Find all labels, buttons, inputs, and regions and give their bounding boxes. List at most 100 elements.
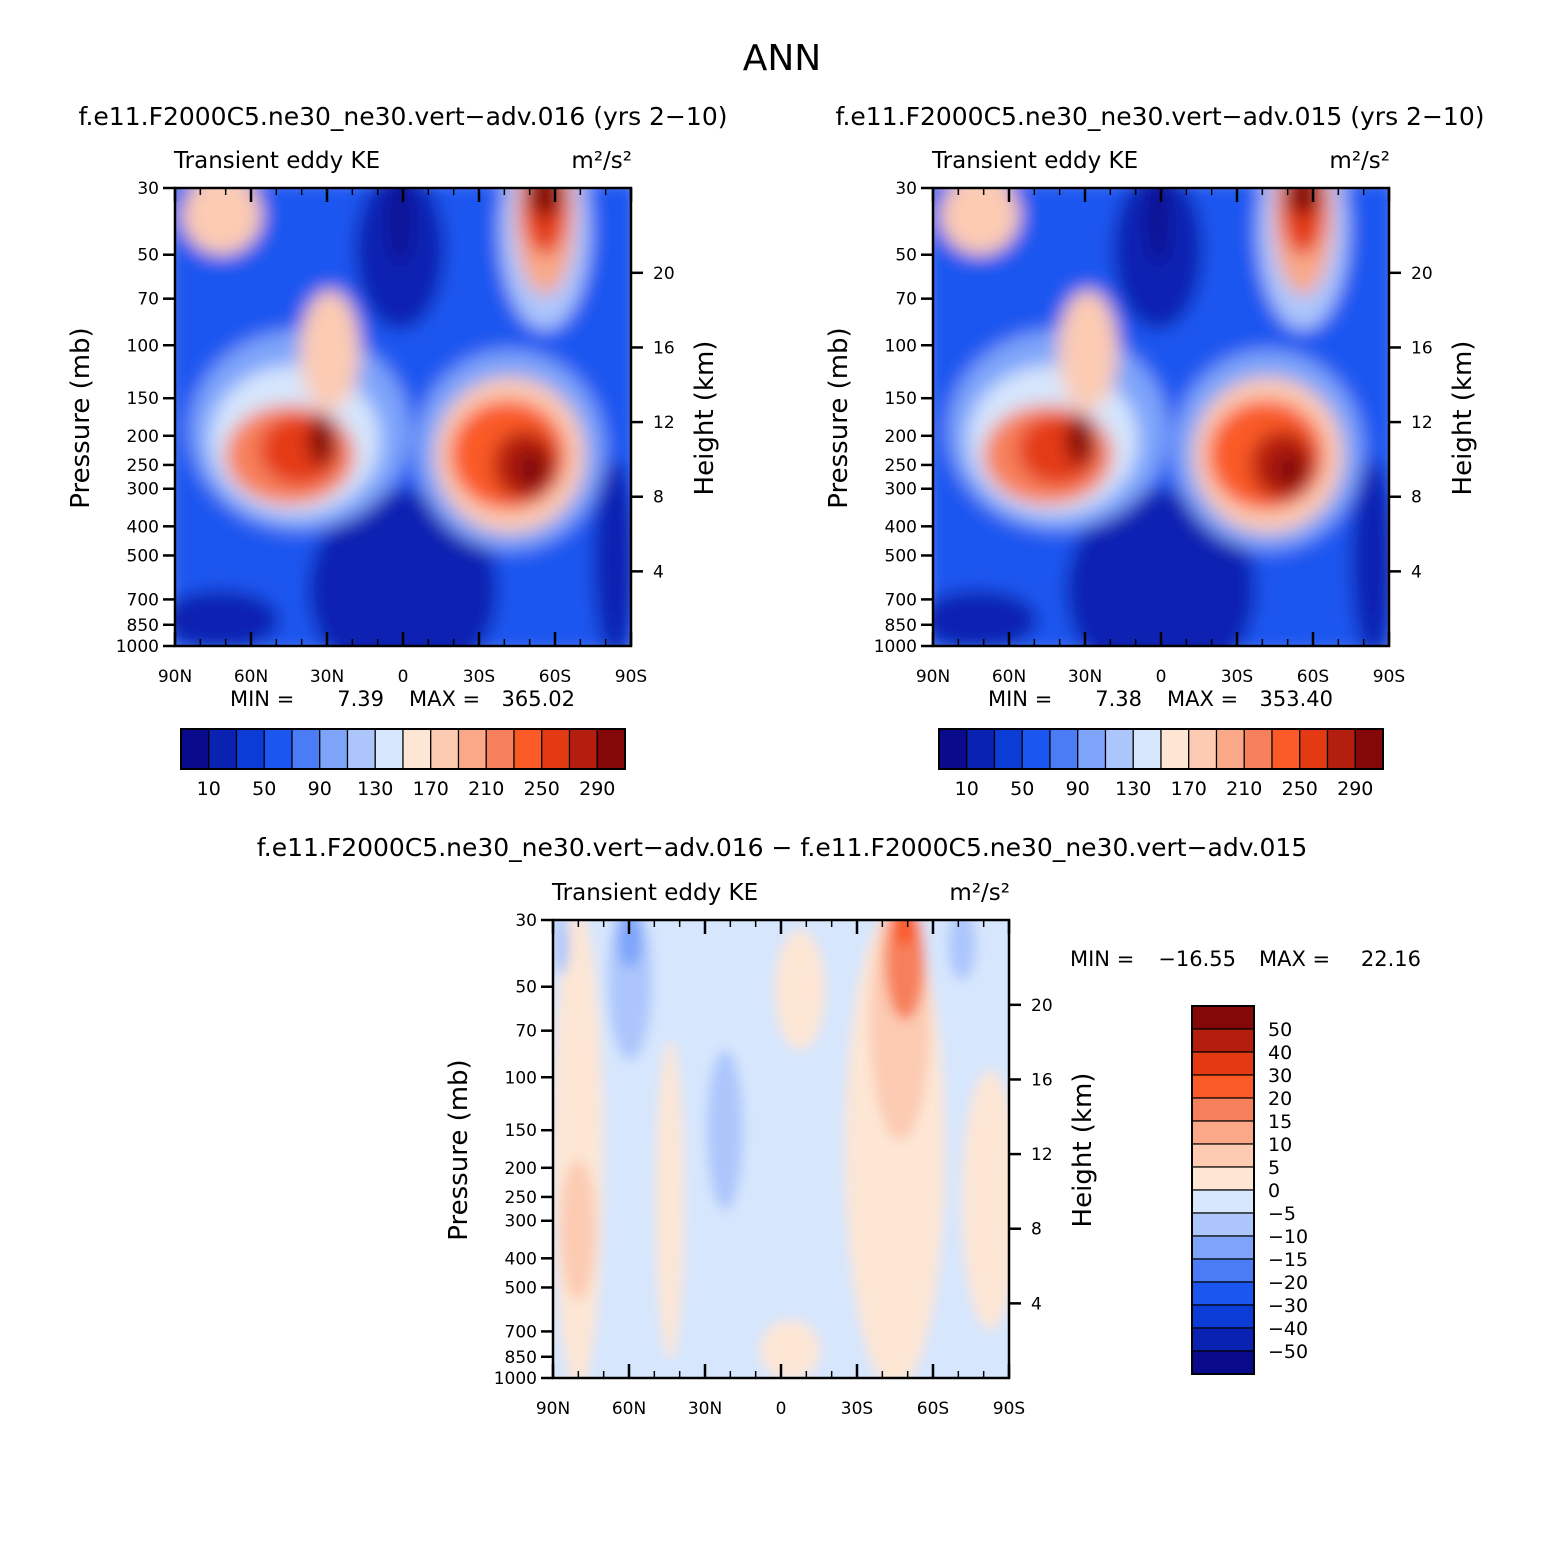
pressure-tick-label: 250 [885,456,917,476]
height-tick-label: 16 [1031,1070,1053,1090]
colorbar-label: 90 [308,778,332,800]
pressure-tick-label: 30 [895,179,917,199]
colorbar-swatch [235,728,265,770]
panel-2-nh-jet-core [1066,414,1094,466]
panel-3-min-value: −16.55 [1158,947,1236,971]
height-tick-label: 8 [1031,1220,1042,1240]
colorbar-label: 250 [1282,778,1318,800]
panel-2-subtitle: Transient eddy KE [931,148,1138,174]
colorbar-label: −40 [1268,1318,1308,1340]
panel-2-max-label: MAX = [1167,687,1238,711]
height-tick-label: 12 [1031,1145,1053,1165]
panel-2-title: f.e11.F2000C5.ne30_ne30.vert−adv.015 (yr… [836,102,1485,131]
colorbar-swatch [1132,728,1162,770]
colorbar-label: −20 [1268,1272,1308,1294]
panel-3-negative-band-4 [553,920,569,975]
pressure-tick-label: 300 [505,1212,537,1232]
panel-3-positive-band-6 [760,1320,820,1378]
pressure-tick-label: 400 [505,1249,537,1269]
panel-2-sh-strat-core [1285,188,1321,215]
panel-1-min-value: 7.39 [337,687,384,711]
colorbar-label: 290 [1337,778,1373,800]
pressure-tick-label: 200 [127,427,159,447]
panel-2: f.e11.F2000C5.ne30_ne30.vert−adv.015 (yr… [824,102,1484,800]
panel-2-sh-jet-core [1275,452,1305,488]
pressure-tick-label: 500 [505,1278,537,1298]
height-tick-label: 20 [653,264,675,284]
pressure-tick-label: 1000 [116,637,159,657]
colorbar-swatch [1191,1350,1255,1375]
pressure-tick-label: 300 [885,480,917,500]
colorbar-swatch [1191,1281,1255,1306]
colorbar-swatch [1354,728,1384,770]
colorbar-swatch [1160,728,1190,770]
colorbar-label: 170 [413,778,449,800]
pressure-tick-label: 50 [515,978,537,998]
colorbar-swatch [1191,1327,1255,1352]
panel-1-minmax: MIN = 7.39 MAX = 365.02 [230,687,575,711]
panel-2-units: m²/s² [1329,148,1390,174]
colorbar-label: 10 [1268,1134,1292,1156]
height-tick-label: 20 [1031,996,1053,1016]
panel-1-ylabel-right: Height (km) [690,341,720,496]
panel-2-sh-polar-low [1351,460,1389,646]
panel-2-nh-jet-ridge [1058,290,1118,410]
colorbar-swatch [1326,728,1356,770]
colorbar-swatch [263,728,293,770]
pressure-tick-label: 150 [127,389,159,409]
colorbar-swatch [1191,1189,1255,1214]
height-tick-label: 12 [653,413,675,433]
colorbar-swatch [291,728,321,770]
height-tick-label: 12 [1411,413,1433,433]
height-tick-label: 16 [1411,338,1433,358]
pressure-tick-label: 200 [885,427,917,447]
panel-2-min-value: 7.38 [1095,687,1142,711]
height-tick-label: 4 [1031,1294,1042,1314]
colorbar-swatch [402,728,432,770]
pressure-tick-label: 700 [505,1322,537,1342]
colorbar-swatch [1191,1097,1255,1122]
panel-3-minmax: MIN = −16.55 MAX = 22.16 [1070,947,1421,971]
colorbar-swatch [1191,1051,1255,1076]
colorbar-swatch [457,728,487,770]
pressure-tick-label: 100 [127,336,159,356]
panel-3-negative-band-2 [707,1050,743,1210]
pressure-tick-label: 500 [127,546,159,566]
colorbar-swatch [1191,1028,1255,1053]
height-tick-label: 8 [653,488,664,508]
panel-1-nh-strat-high [182,188,262,255]
colorbar-label: −10 [1268,1226,1308,1248]
panel-3: f.e11.F2000C5.ne30_ne30.vert−adv.016 − f… [257,833,1421,1419]
pressure-tick-label: 50 [137,246,159,266]
colorbar-swatch [993,728,1023,770]
panel-3-positive-core-4 [895,920,915,946]
colorbar-swatch [596,728,626,770]
panel-3-positive-band-1 [553,920,603,1378]
panel-3-lat-axis: 90N 60N 30N 0 30S 60S 90S [536,920,1025,1419]
pressure-tick-label: 200 [505,1159,537,1179]
pressure-tick-label: 100 [885,336,917,356]
lat-tick-label: 90S [993,1399,1025,1419]
panel-1-colorbar: 10 50 90 130 170 210 250 290 [180,728,626,800]
panel-1-ylabel: Pressure (mb) [66,327,96,508]
pressure-tick-label: 70 [137,290,159,310]
pressure-tick-label: 30 [515,911,537,931]
lat-tick-label: 30S [1221,667,1253,687]
colorbar-swatch [180,728,210,770]
panel-3-height-axis: 20 16 12 8 4 [1009,996,1053,1314]
colorbar-label: 130 [1115,778,1151,800]
panel-2-max-value: 353.40 [1260,687,1333,711]
pressure-tick-label: 700 [885,590,917,610]
height-tick-label: 16 [653,338,675,358]
colorbar-swatch [208,728,238,770]
panel-3-positive-band-5 [962,1070,1009,1330]
colorbar-swatch [1188,728,1218,770]
pressure-tick-label: 300 [127,480,159,500]
pressure-tick-label: 30 [137,179,159,199]
colorbar-swatch [1191,1005,1255,1030]
colorbar-label: −15 [1268,1249,1308,1271]
panel-3-negative-band-3 [948,920,976,980]
pressure-tick-label: 1000 [494,1369,537,1389]
